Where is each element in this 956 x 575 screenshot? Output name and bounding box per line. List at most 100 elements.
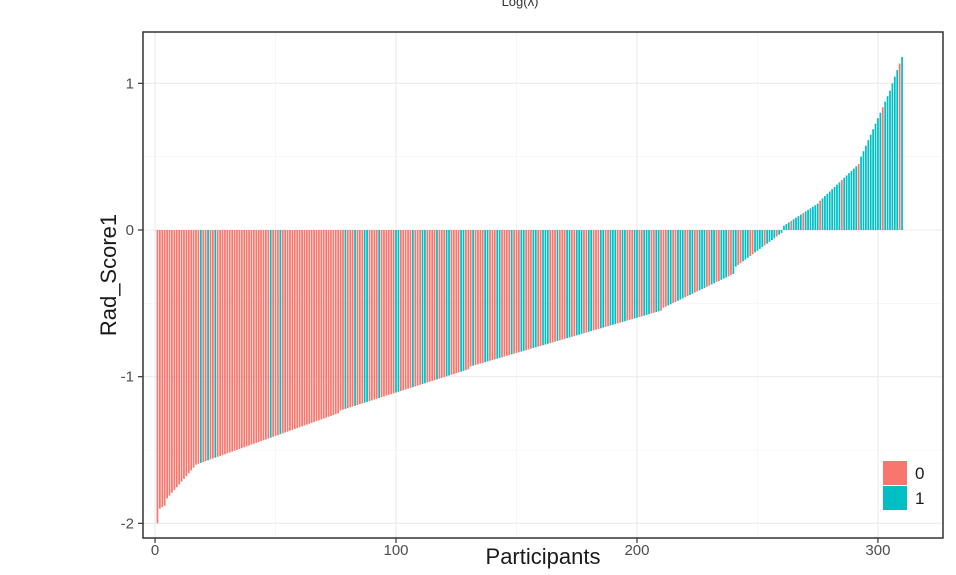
bar: [807, 209, 809, 230]
bar: [168, 230, 171, 496]
y-tick-label: -1: [121, 369, 134, 386]
bar: [452, 230, 455, 374]
bar: [667, 230, 670, 306]
bar: [898, 63, 901, 231]
bar: [315, 230, 318, 422]
bar: [734, 230, 737, 267]
bar: [385, 230, 388, 396]
bar: [619, 230, 621, 323]
bar: [296, 230, 299, 429]
bar: [281, 230, 284, 434]
bar: [378, 230, 381, 399]
bar: [587, 230, 590, 332]
bar: [477, 230, 479, 365]
bar: [763, 230, 766, 246]
bar: [742, 230, 744, 262]
bar: [804, 211, 807, 230]
bar: [573, 230, 576, 337]
bar: [156, 230, 159, 524]
bar: [484, 230, 487, 363]
bar: [510, 230, 513, 355]
bar: [571, 230, 573, 337]
bar: [409, 230, 412, 388]
bar: [462, 230, 465, 371]
bar: [175, 230, 178, 488]
bar: [327, 230, 330, 417]
bar: [166, 230, 168, 499]
bar: [380, 230, 383, 398]
bar: [375, 230, 378, 399]
bar: [612, 230, 614, 325]
bar: [549, 230, 552, 344]
bar: [308, 230, 311, 424]
bar: [221, 230, 224, 456]
top-label: Log(λ): [501, 0, 539, 9]
bar: [426, 230, 429, 383]
bar: [802, 213, 805, 230]
bar: [224, 230, 226, 455]
bar: [532, 230, 535, 349]
bar: [652, 230, 655, 313]
bar: [751, 230, 754, 255]
bar: [852, 168, 855, 230]
bar: [204, 230, 207, 462]
bar: [337, 230, 340, 414]
bar: [718, 230, 720, 281]
axis-ticks: -2 -1 0 1 0 100 200 300: [121, 75, 891, 559]
bar: [433, 230, 436, 381]
bar: [771, 230, 773, 241]
bar: [689, 230, 691, 295]
legend-label: 0: [915, 464, 924, 483]
bar: [431, 230, 434, 381]
bar: [467, 230, 470, 370]
bar: [344, 230, 347, 409]
bar: [342, 230, 344, 410]
bar: [448, 230, 450, 376]
bar: [592, 230, 595, 331]
bar: [354, 230, 356, 406]
bar: [657, 230, 660, 312]
bar: [602, 230, 605, 328]
bar: [778, 230, 781, 235]
bar: [250, 230, 253, 445]
bar: [865, 145, 867, 230]
bar: [243, 230, 246, 448]
bar: [163, 230, 166, 506]
bar: [759, 230, 761, 249]
x-tick-label: 0: [151, 542, 159, 559]
bar: [544, 230, 547, 345]
x-axis-title: Participants: [486, 544, 601, 569]
bar: [414, 230, 417, 387]
bar: [872, 129, 874, 230]
bar: [715, 230, 718, 283]
bar: [633, 230, 636, 319]
bar: [228, 230, 231, 453]
bar: [626, 230, 629, 321]
bar: [877, 118, 879, 230]
bar: [373, 230, 376, 400]
x-tick-label: 300: [865, 542, 890, 559]
y-tick-label: -2: [121, 515, 134, 532]
bar: [816, 203, 819, 230]
bar: [578, 230, 581, 335]
bar: [831, 189, 834, 230]
bar: [197, 230, 200, 464]
bar: [318, 230, 320, 421]
bar: [513, 230, 515, 354]
bar: [768, 230, 771, 242]
bar: [522, 230, 525, 351]
bar: [684, 230, 687, 298]
bar: [561, 230, 564, 340]
bar: [828, 191, 831, 230]
legend-swatch: [883, 461, 907, 485]
bar: [402, 230, 405, 391]
bar: [207, 230, 209, 461]
bar: [824, 196, 826, 230]
bar: [643, 230, 646, 316]
bar: [383, 230, 385, 397]
bar: [766, 230, 768, 244]
bar: [722, 230, 725, 279]
bar: [190, 230, 193, 471]
bar: [857, 164, 860, 230]
bar: [489, 230, 491, 361]
